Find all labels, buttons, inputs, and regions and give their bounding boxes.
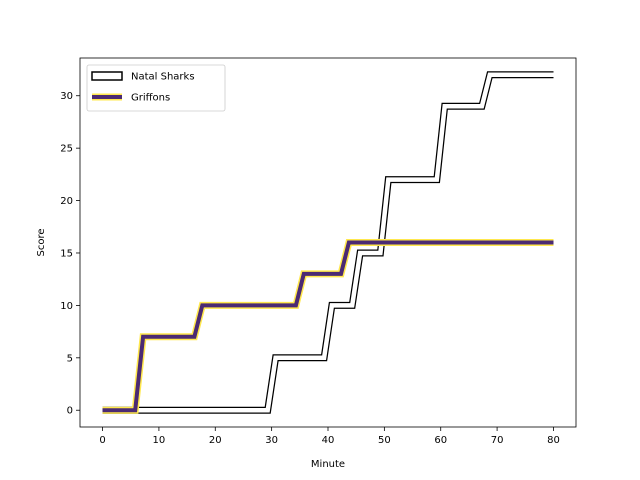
- x-tick-label: 20: [209, 435, 222, 446]
- legend-label: Griffons: [131, 93, 170, 104]
- legend-entry-griffons: Griffons: [92, 93, 170, 104]
- y-tick-label: 0: [67, 406, 73, 417]
- x-tick-label: 10: [153, 435, 166, 446]
- y-tick-label: 5: [67, 353, 73, 364]
- legend-label: Natal Sharks: [131, 72, 195, 83]
- legend: Natal Sharks Griffons: [86, 64, 226, 112]
- series-griffons: [102, 239, 554, 414]
- x-tick-label: 80: [547, 435, 560, 446]
- x-tick-label: 50: [378, 435, 391, 446]
- series-line-griffons: [102, 240, 554, 413]
- x-axis-ticks: 0 10 20 30 40 50 60 70 80: [99, 427, 560, 446]
- series-layer: [102, 71, 554, 414]
- x-axis-label: Minute: [311, 459, 345, 470]
- y-axis-label: Score: [36, 228, 47, 256]
- x-tick-label: 30: [265, 435, 278, 446]
- x-tick-label: 40: [322, 435, 335, 446]
- x-tick-label: 60: [434, 435, 447, 446]
- x-tick-label: 70: [491, 435, 504, 446]
- y-tick-label: 30: [60, 91, 73, 102]
- series-line-natal-sharks: [102, 72, 554, 413]
- series-natal-sharks: [102, 71, 554, 414]
- y-axis-ticks: 0 5 10 15 20 25 30: [60, 91, 80, 417]
- legend-swatch: [91, 71, 123, 81]
- legend-entry-natal-sharks: Natal Sharks: [91, 71, 195, 83]
- x-tick-label: 0: [99, 435, 105, 446]
- y-tick-label: 25: [60, 144, 73, 155]
- y-tick-label: 20: [60, 196, 73, 207]
- y-tick-label: 10: [60, 301, 73, 312]
- y-tick-label: 15: [60, 248, 73, 259]
